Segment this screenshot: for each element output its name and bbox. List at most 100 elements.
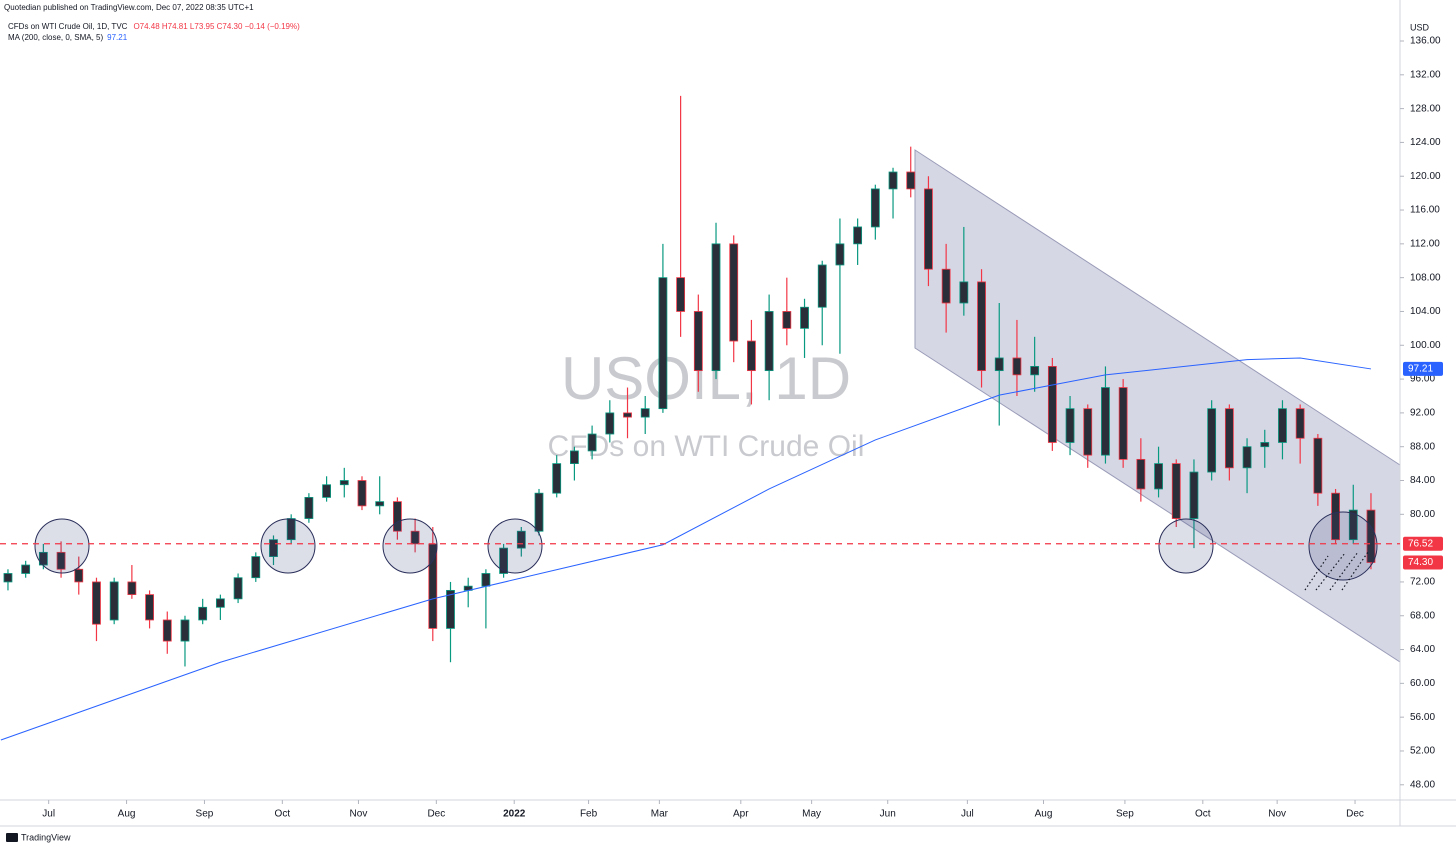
candle-body xyxy=(215,598,225,608)
plot xyxy=(0,95,1376,741)
x-tick-label: Oct xyxy=(1195,809,1211,820)
candle-body xyxy=(56,551,66,570)
highlight-circle xyxy=(382,518,438,574)
candle-body xyxy=(109,581,119,621)
y-tick-label: 64.00 xyxy=(1410,644,1435,655)
candle-body xyxy=(853,226,863,245)
candle-body xyxy=(1331,492,1340,541)
candle-body xyxy=(941,268,951,304)
legend-ma: MA (200, close, 0, SMA, 5) 97.21 xyxy=(8,33,128,42)
symbol: CFDs on WTI Crude Oil, 1D, TVC xyxy=(8,22,128,31)
y-tick-label: 108.00 xyxy=(1410,272,1441,283)
x-tick-label: Oct xyxy=(275,809,291,820)
x-tick-label: May xyxy=(802,809,821,820)
y-tick-label: 52.00 xyxy=(1410,746,1435,757)
candle-body xyxy=(392,501,402,532)
x-tick-label: Sep xyxy=(196,809,214,820)
candle-body xyxy=(1348,509,1358,541)
candle-body xyxy=(764,311,774,372)
candle-body xyxy=(570,450,579,465)
candle-body xyxy=(3,573,13,583)
candle-body xyxy=(74,568,84,583)
y-tick-label: 68.00 xyxy=(1410,610,1435,621)
candle-body xyxy=(251,556,261,579)
candle-body xyxy=(269,539,278,557)
candle-body xyxy=(711,243,721,372)
candle-body xyxy=(499,547,509,574)
candle-body xyxy=(198,606,208,621)
x-tick-label: Dec xyxy=(427,809,445,820)
candle-body xyxy=(1207,408,1217,473)
y-tick-label: 96.00 xyxy=(1410,374,1435,385)
candle-body xyxy=(286,518,296,541)
y-tick-label: 120.00 xyxy=(1410,171,1441,182)
candle-body xyxy=(782,311,792,329)
candle-body xyxy=(233,577,243,600)
candle-body xyxy=(870,188,880,228)
candle-body xyxy=(977,281,986,372)
candle-body xyxy=(322,484,331,498)
y-tick-label: 104.00 xyxy=(1410,306,1441,317)
candle-body xyxy=(1136,458,1146,490)
y-tick-label: 92.00 xyxy=(1410,408,1435,419)
y-tick-label: 88.00 xyxy=(1410,441,1435,452)
price-label: 74.30 xyxy=(1408,557,1433,568)
x-tick-label: Mar xyxy=(651,809,669,820)
candle-body xyxy=(1083,408,1093,456)
y-tick-label: 100.00 xyxy=(1410,340,1441,351)
y-tick-label: 112.00 xyxy=(1410,238,1440,249)
legend-symbol: CFDs on WTI Crude Oil, 1D, TVC O74.48 H74… xyxy=(8,22,300,31)
ohlc: O74.48 H74.81 L73.95 C74.30 −0.14 (−0.19… xyxy=(133,22,300,31)
candle-body xyxy=(1295,408,1305,439)
candle-body xyxy=(906,171,916,190)
candle-body xyxy=(1030,366,1040,376)
candle-body xyxy=(623,412,632,418)
candle-body xyxy=(375,501,385,507)
price-label: 97.21 xyxy=(1408,363,1433,374)
moving-average xyxy=(0,357,1372,741)
candle-body xyxy=(1101,387,1110,456)
y-tick-label: 48.00 xyxy=(1410,779,1435,790)
candle-body xyxy=(304,497,314,519)
candle-body xyxy=(552,463,562,494)
candle-body xyxy=(693,311,703,372)
candle-body xyxy=(587,433,597,452)
highlight-circle xyxy=(34,518,90,574)
candle-body xyxy=(1047,366,1057,443)
price-label-box xyxy=(1403,555,1443,570)
watermark-subtitle: CFDs on WTI Crude Oil xyxy=(548,430,865,463)
x-tick-label: Jul xyxy=(961,809,974,820)
y-tick-label: 124.00 xyxy=(1410,137,1441,148)
highlight-circle xyxy=(487,518,543,574)
candle-body xyxy=(534,492,544,532)
candle-body xyxy=(516,530,526,549)
x-tick-label: Aug xyxy=(118,809,136,820)
price-label: 76.52 xyxy=(1408,538,1433,549)
candle-body xyxy=(959,281,969,304)
candle-body xyxy=(994,357,1004,372)
candle-body xyxy=(339,480,349,486)
candle-body xyxy=(21,564,31,574)
candle-body xyxy=(180,619,190,642)
y-tick-label: 80.00 xyxy=(1410,509,1435,520)
highlight-circles xyxy=(34,511,1378,581)
ma-name: MA (200, close, 0, SMA, 5) xyxy=(8,33,103,42)
candle-body xyxy=(1224,408,1234,469)
candle-body xyxy=(481,573,491,587)
candle-body xyxy=(410,530,420,545)
x-tick-label: Aug xyxy=(1035,809,1053,820)
ma-last: 97.21 xyxy=(107,33,128,42)
highlight-circle xyxy=(260,518,316,574)
candle-body xyxy=(924,188,933,270)
price-label-box xyxy=(1403,361,1443,376)
branding: TradingView xyxy=(21,832,71,842)
price-label-box xyxy=(1403,536,1443,551)
x-tick-label: Sep xyxy=(1116,809,1134,820)
candle-body xyxy=(145,594,154,621)
y-unit: USD xyxy=(1410,22,1430,32)
candle-body xyxy=(127,581,137,596)
candle-body xyxy=(658,277,668,410)
candle-body xyxy=(605,412,615,435)
arrow xyxy=(1304,555,1329,591)
x-tick-label: Dec xyxy=(1346,809,1364,820)
